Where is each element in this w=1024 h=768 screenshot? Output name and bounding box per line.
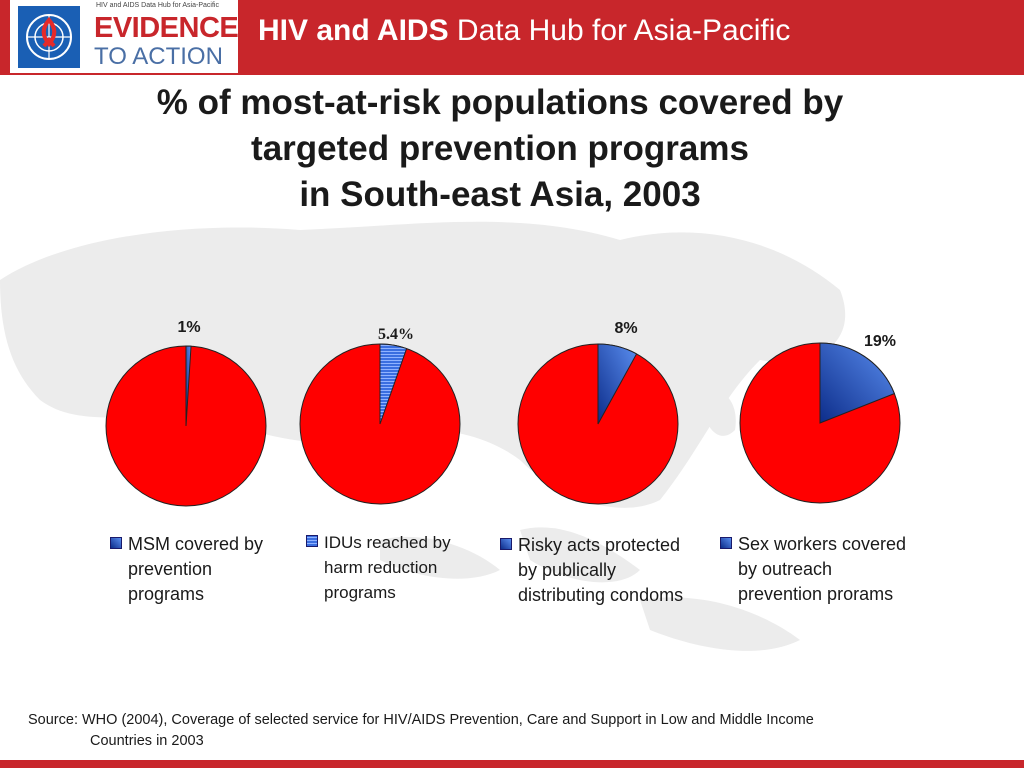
- un-emblem-icon: [18, 6, 80, 68]
- pie-data-label: 8%: [614, 320, 637, 337]
- legend-line: IDUs reached by: [324, 533, 451, 552]
- source-note: Source: WHO (2004), Coverage of selected…: [28, 710, 988, 752]
- footer-bar: [0, 760, 1024, 768]
- legend-swatch: [306, 535, 318, 547]
- pie-data-label: 19%: [864, 333, 896, 350]
- chart-title: % of most-at-risk populations covered by…: [70, 80, 930, 218]
- legend-line: programs: [324, 583, 396, 602]
- legend-line: prevention prorams: [738, 584, 894, 604]
- legend-line: by publically: [518, 560, 617, 580]
- legend-line: Risky acts protected: [518, 535, 681, 555]
- legend-line: MSM covered by: [128, 534, 264, 554]
- legend-msm: MSM covered by prevention programs: [110, 532, 264, 607]
- pie-data-label: 5.4%: [378, 326, 414, 343]
- chart-title-line: % of most-at-risk populations covered by: [156, 83, 844, 122]
- legend-line: prevention: [128, 559, 213, 579]
- logo-evidence-text: EVIDENCE: [94, 12, 239, 44]
- site-title: HIV and AIDS Data Hub for Asia-Pacific: [258, 14, 790, 48]
- source-line: Countries in 2003: [90, 733, 204, 749]
- logo-to-action-text: TO ACTION: [94, 43, 223, 70]
- legend-sex-workers: Sex workers covered by outreach preventi…: [720, 532, 907, 607]
- site-title-bold: HIV and AIDS: [258, 14, 449, 47]
- legend-line: Sex workers covered: [738, 534, 907, 554]
- legend-line: by outreach: [738, 559, 833, 579]
- evidence-to-action-logo[interactable]: HIV and AIDS Data Hub for Asia-Pacific E…: [10, 0, 239, 73]
- pie-slice-covered: [185, 345, 192, 427]
- legend-line: distributing condoms: [518, 585, 684, 605]
- source-line: Source: WHO (2004), Coverage of selected…: [28, 712, 814, 728]
- pie-slice-covered: [819, 342, 896, 424]
- chart-title-line: targeted prevention programs: [251, 129, 749, 168]
- legend-line: harm reduction: [324, 558, 438, 577]
- header-bar: HIV and AIDS Data Hub for Asia-Pacific E…: [0, 0, 1024, 75]
- legend-line: programs: [128, 584, 205, 604]
- legend-idu: IDUs reached by harm reduction programs: [306, 530, 451, 605]
- site-title-rest: Data Hub for Asia-Pacific: [448, 14, 791, 47]
- legend-swatch: [500, 538, 512, 550]
- logo-tagline: HIV and AIDS Data Hub for Asia-Pacific: [96, 2, 219, 9]
- chart-title-line: in South-east Asia, 2003: [299, 175, 701, 214]
- legend-risky-acts: Risky acts protected by publically distr…: [500, 533, 684, 608]
- pie-data-label: 1%: [177, 319, 200, 336]
- pie-slice-covered: [597, 343, 638, 425]
- legend-swatch: [720, 537, 732, 549]
- pie-slice-covered: [379, 343, 408, 425]
- legend-swatch: [110, 537, 122, 549]
